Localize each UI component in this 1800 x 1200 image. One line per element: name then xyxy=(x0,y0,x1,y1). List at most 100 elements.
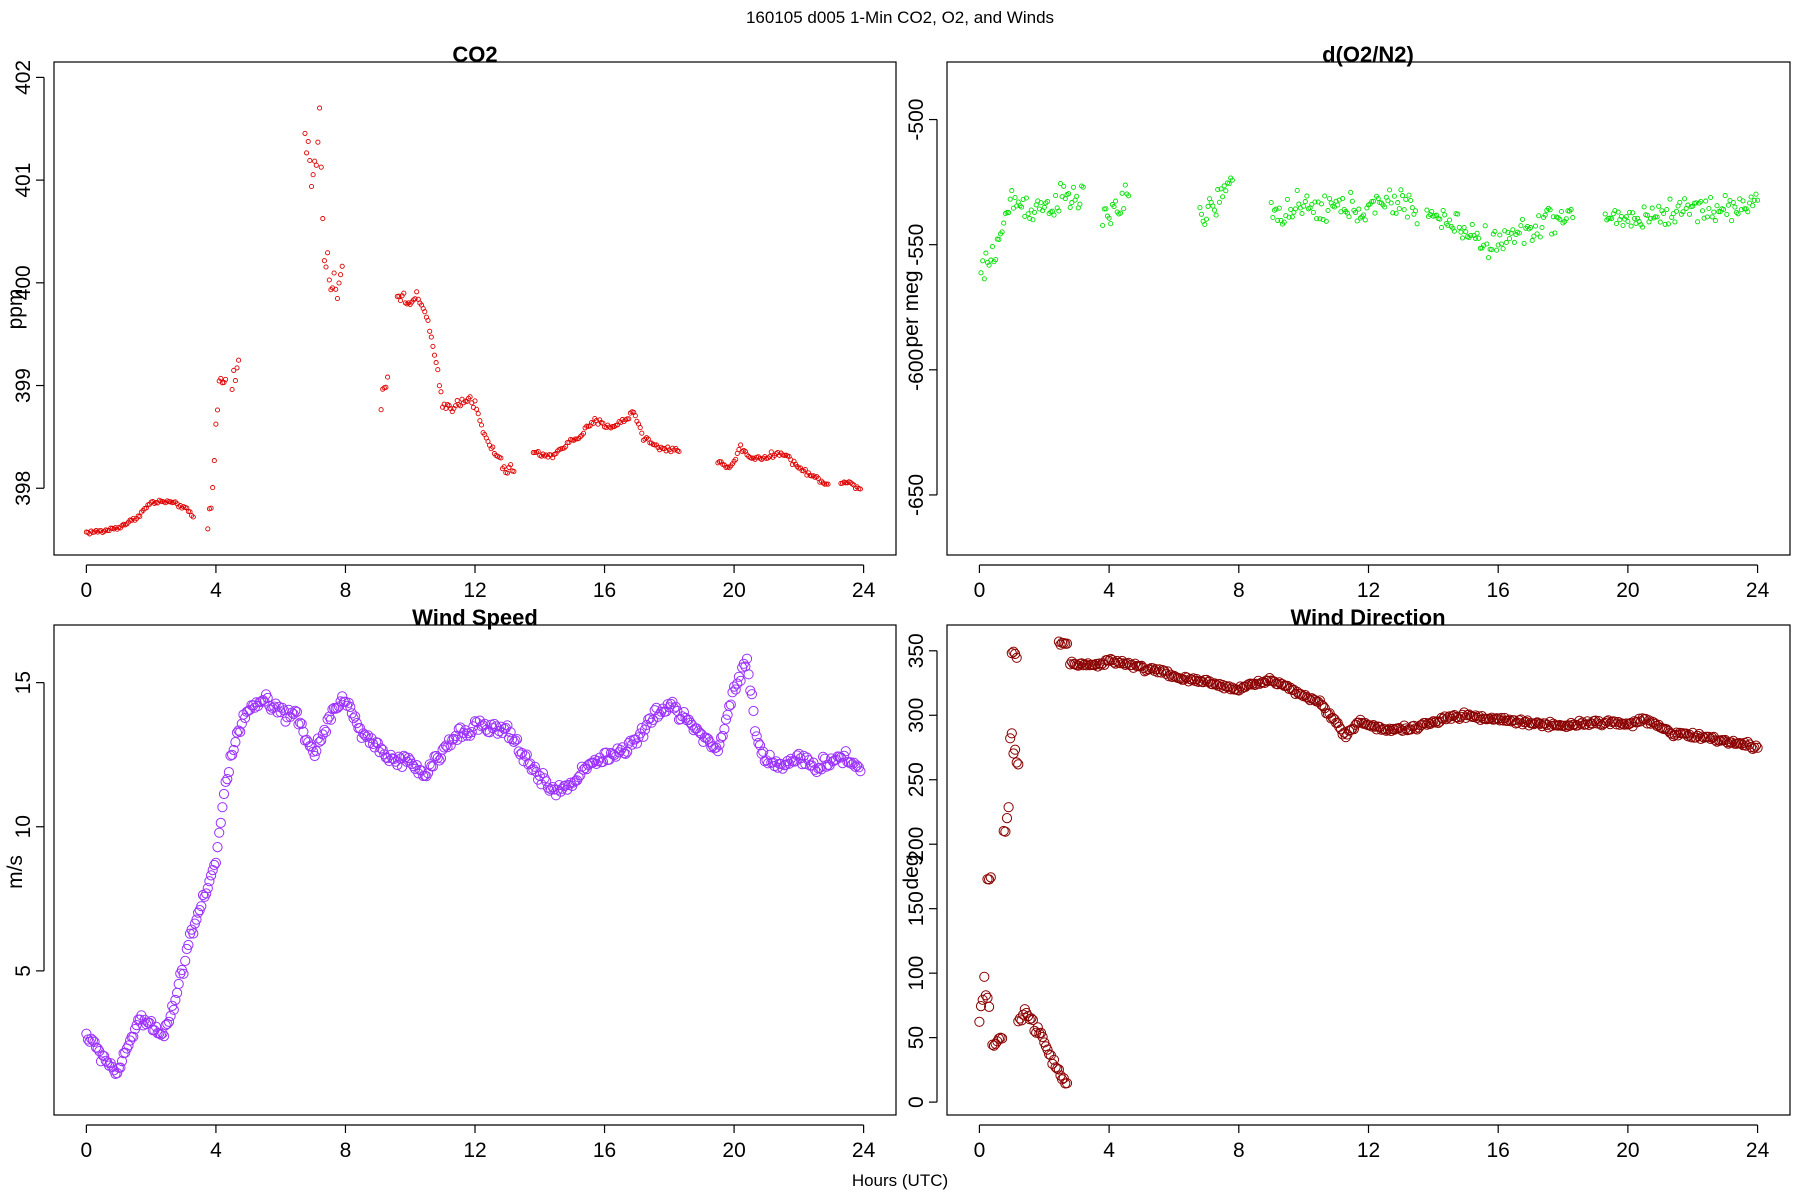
o2-point xyxy=(1288,206,1294,212)
co2-panel: CO2 ppm 0 4 8 12 16 20 24 398 399 400 401 402 xyxy=(4,42,897,602)
wind-direction-point xyxy=(1052,1063,1063,1074)
wind-direction-point xyxy=(1091,658,1102,670)
o2-point xyxy=(1498,241,1504,247)
o2-y-tick-label: -650 xyxy=(905,474,928,516)
co2-point xyxy=(823,481,829,487)
o2-point xyxy=(1323,218,1329,224)
wind-direction-point xyxy=(1117,655,1128,667)
o2-point xyxy=(1549,231,1555,237)
wind-direction-x-tick-label: 20 xyxy=(1616,1139,1639,1162)
wind-speed-point xyxy=(466,727,477,738)
o2-point xyxy=(1615,209,1621,215)
o2-x-tick-label: 24 xyxy=(1746,579,1770,602)
wind-speed-point xyxy=(393,751,404,762)
wind-direction-point xyxy=(1408,720,1420,732)
o2-point xyxy=(1066,191,1072,197)
wind-direction-point xyxy=(1005,733,1016,744)
wind-direction-point xyxy=(1634,713,1645,724)
wind-direction-y-tick-label: 0 xyxy=(905,1096,928,1108)
o2-point xyxy=(1686,211,1693,217)
wind-direction-point xyxy=(1642,718,1653,729)
wind-speed-point xyxy=(207,865,218,876)
wind-direction-point xyxy=(1381,725,1392,736)
o2-point xyxy=(1211,207,1218,213)
wind-direction-point xyxy=(1446,713,1457,724)
wind-speed-point xyxy=(95,1056,107,1067)
o2-x-tick-label: 20 xyxy=(1616,579,1639,602)
o2-point xyxy=(1482,223,1488,229)
o2-point xyxy=(983,250,989,256)
co2-point xyxy=(339,263,345,269)
o2-point xyxy=(1202,221,1208,228)
o2-point xyxy=(1221,183,1227,189)
wind-speed-point xyxy=(754,740,766,751)
wind-direction-point xyxy=(1160,668,1172,679)
wind-direction-point xyxy=(1295,688,1306,700)
o2-point xyxy=(1510,227,1516,233)
wind-speed-x-tick-label: 12 xyxy=(463,1139,486,1162)
wind-speed-point xyxy=(508,736,520,748)
o2-point xyxy=(1725,202,1731,208)
wind-speed-point xyxy=(759,756,770,767)
wind-speed-point xyxy=(837,758,848,769)
o2-point xyxy=(1113,198,1119,204)
o2-point xyxy=(1041,204,1047,210)
wind-speed-point xyxy=(591,758,602,770)
o2-point xyxy=(1716,209,1722,215)
wind-direction-point xyxy=(975,1001,987,1012)
o2-point xyxy=(1722,193,1728,199)
co2-point xyxy=(313,162,319,168)
wind-direction-point xyxy=(985,872,996,883)
wind-direction-x-tick-label: 12 xyxy=(1357,1139,1380,1162)
o2-point xyxy=(1424,207,1430,213)
o2-point xyxy=(1468,232,1474,238)
wind-speed-point xyxy=(295,717,306,728)
co2-point xyxy=(412,296,418,302)
o2-point xyxy=(1519,216,1526,222)
wind-speed-point xyxy=(371,737,382,748)
o2-point xyxy=(1429,208,1435,215)
wind-speed-point xyxy=(346,708,357,719)
o2-point xyxy=(1438,224,1445,231)
o2-point xyxy=(1558,208,1564,215)
o2-point xyxy=(1396,206,1402,212)
o2-point xyxy=(1484,241,1490,247)
co2-x-tick-label: 24 xyxy=(852,579,876,602)
o2-point xyxy=(1706,205,1712,212)
wind-speed-point xyxy=(311,745,322,757)
wind-direction-point xyxy=(1438,713,1449,724)
wind-speed-point xyxy=(241,706,252,717)
o2-point xyxy=(1117,210,1124,216)
o2-point xyxy=(1503,239,1509,246)
wind-speed-point xyxy=(363,730,374,741)
wind-speed-point xyxy=(277,702,288,713)
wind-direction-point xyxy=(1061,638,1073,649)
wind-speed-point xyxy=(196,901,207,912)
o2-point xyxy=(1314,216,1320,222)
co2-point xyxy=(472,398,478,404)
co2-point xyxy=(234,365,240,371)
o2-point xyxy=(1019,204,1025,210)
wind-speed-point xyxy=(309,750,320,762)
wind-speed-point xyxy=(847,759,858,770)
o2-point xyxy=(1276,205,1282,211)
o2-point xyxy=(1294,187,1300,194)
wind-direction-point xyxy=(1081,660,1092,671)
wind-speed-point xyxy=(358,728,369,739)
wind-speed-point xyxy=(609,749,620,761)
wind-speed-point xyxy=(439,742,450,753)
wind-speed-point xyxy=(159,1031,170,1042)
o2-point xyxy=(1210,203,1216,209)
wind-direction-point xyxy=(1211,679,1222,690)
wind-speed-point xyxy=(89,1036,100,1048)
o2-point xyxy=(1056,208,1062,214)
wind-speed-point xyxy=(719,724,730,735)
wind-speed-point xyxy=(257,695,268,706)
o2-point xyxy=(1414,221,1420,227)
wind-speed-point xyxy=(852,760,863,771)
wind-direction-point xyxy=(1621,718,1632,729)
o2-point xyxy=(1714,203,1720,209)
o2-point xyxy=(1028,207,1034,213)
o2-point xyxy=(1680,209,1686,215)
wind-speed-point xyxy=(751,731,762,742)
